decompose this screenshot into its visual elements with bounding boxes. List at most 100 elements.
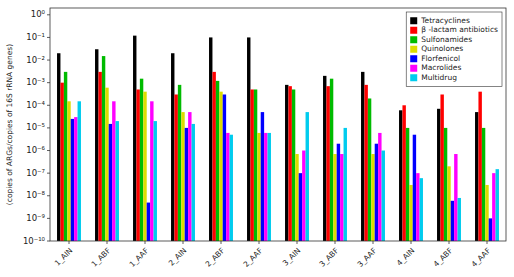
legend-swatch bbox=[410, 17, 417, 24]
bar bbox=[478, 92, 481, 241]
x-tick bbox=[69, 241, 70, 244]
y-tick-label: 10⁻⁸ bbox=[26, 190, 45, 200]
bar bbox=[185, 128, 188, 241]
bar bbox=[382, 151, 385, 241]
bar bbox=[64, 72, 67, 241]
legend-swatch bbox=[410, 27, 417, 34]
bar bbox=[192, 124, 195, 241]
bar bbox=[71, 119, 74, 241]
bar bbox=[285, 85, 288, 241]
y-tick bbox=[47, 150, 50, 151]
bar bbox=[323, 76, 326, 241]
bar bbox=[230, 135, 233, 241]
bar bbox=[264, 133, 267, 241]
bar bbox=[74, 117, 77, 241]
legend-swatch bbox=[410, 55, 417, 62]
bar bbox=[406, 128, 409, 241]
bar bbox=[482, 128, 485, 241]
bar bbox=[171, 53, 174, 241]
y-tick-label: 10⁻⁴ bbox=[26, 100, 45, 110]
bar bbox=[133, 36, 136, 241]
bar bbox=[496, 169, 499, 241]
x-tick-label: 3_AIN bbox=[281, 246, 303, 268]
legend-label: Sulfonamides bbox=[421, 35, 472, 44]
bar bbox=[437, 109, 440, 241]
x-tick-label: 3_AAF bbox=[356, 246, 379, 269]
x-tick-label: 4_ABF bbox=[432, 246, 455, 269]
y-tick-label: 10⁻⁵ bbox=[26, 122, 45, 132]
x-tick-label: 2_ABF bbox=[204, 246, 227, 269]
bar bbox=[188, 112, 191, 241]
y-tick bbox=[47, 37, 50, 38]
bar bbox=[444, 128, 447, 241]
bar bbox=[140, 79, 143, 241]
bar bbox=[147, 203, 150, 241]
y-tick-label: 10⁻³ bbox=[26, 77, 45, 87]
y-tick-label: 10⁻¹ bbox=[26, 32, 45, 42]
bar bbox=[181, 112, 184, 241]
bar bbox=[105, 88, 108, 241]
bar bbox=[98, 72, 101, 241]
bar bbox=[458, 198, 461, 241]
x-tick bbox=[487, 241, 488, 244]
bar bbox=[447, 166, 450, 241]
bar bbox=[250, 89, 253, 241]
legend-label: Macrolides bbox=[421, 63, 461, 72]
bar bbox=[212, 72, 215, 241]
bar bbox=[454, 154, 457, 241]
bar bbox=[299, 173, 302, 241]
bar bbox=[492, 173, 495, 241]
x-tick-label: 4_AAF bbox=[470, 246, 493, 269]
bar bbox=[257, 133, 260, 241]
bar bbox=[399, 110, 402, 241]
bar bbox=[330, 79, 333, 241]
bar bbox=[378, 133, 381, 241]
x-tick bbox=[449, 241, 450, 244]
legend-label: Quinolones bbox=[421, 44, 463, 53]
bar bbox=[420, 178, 423, 241]
x-tick-label: 1_ABF bbox=[90, 246, 113, 269]
bar bbox=[416, 173, 419, 241]
x-tick bbox=[259, 241, 260, 244]
y-tick bbox=[47, 241, 50, 242]
bar bbox=[340, 154, 343, 241]
x-tick bbox=[183, 241, 184, 244]
x-tick-label: 4_AIN bbox=[395, 246, 417, 268]
y-tick-label: 10⁻¹⁰ bbox=[23, 236, 46, 246]
x-tick bbox=[221, 241, 222, 244]
bar bbox=[371, 154, 374, 241]
y-tick-label: 10⁻⁷ bbox=[26, 168, 45, 178]
bar bbox=[102, 56, 105, 241]
bar bbox=[254, 89, 257, 241]
y-tick bbox=[47, 14, 50, 15]
bar bbox=[326, 86, 329, 241]
bar bbox=[219, 92, 222, 241]
legend-frame bbox=[406, 12, 502, 87]
bar bbox=[475, 112, 478, 241]
bar bbox=[344, 128, 347, 241]
bar bbox=[295, 154, 298, 241]
bar bbox=[288, 86, 291, 241]
bar bbox=[306, 112, 309, 241]
bar bbox=[333, 154, 336, 241]
legend-label: Tetracyclines bbox=[420, 16, 470, 25]
x-tick-label: 2_AIN bbox=[167, 246, 189, 268]
x-tick bbox=[145, 241, 146, 244]
bar bbox=[226, 133, 229, 241]
y-tick bbox=[47, 127, 50, 128]
y-tick-label: 10⁻² bbox=[26, 55, 45, 65]
bar bbox=[489, 218, 492, 241]
legend-swatch bbox=[410, 74, 417, 81]
y-tick-label: 10⁻⁹ bbox=[26, 213, 45, 223]
bar bbox=[375, 144, 378, 241]
x-tick-label: 2_AAF bbox=[242, 246, 265, 269]
y-axis-label: (copies of ARGs/copies of 16S rRNA genes… bbox=[5, 44, 14, 205]
x-tick-label: 1_AIN bbox=[53, 246, 75, 268]
legend-swatch bbox=[410, 46, 417, 53]
x-tick bbox=[335, 241, 336, 244]
bar bbox=[364, 85, 367, 241]
bar bbox=[143, 92, 146, 241]
bar bbox=[223, 94, 226, 241]
x-tick-label: 3_ABF bbox=[318, 246, 341, 269]
legend-label: Florfenicol bbox=[421, 54, 460, 63]
